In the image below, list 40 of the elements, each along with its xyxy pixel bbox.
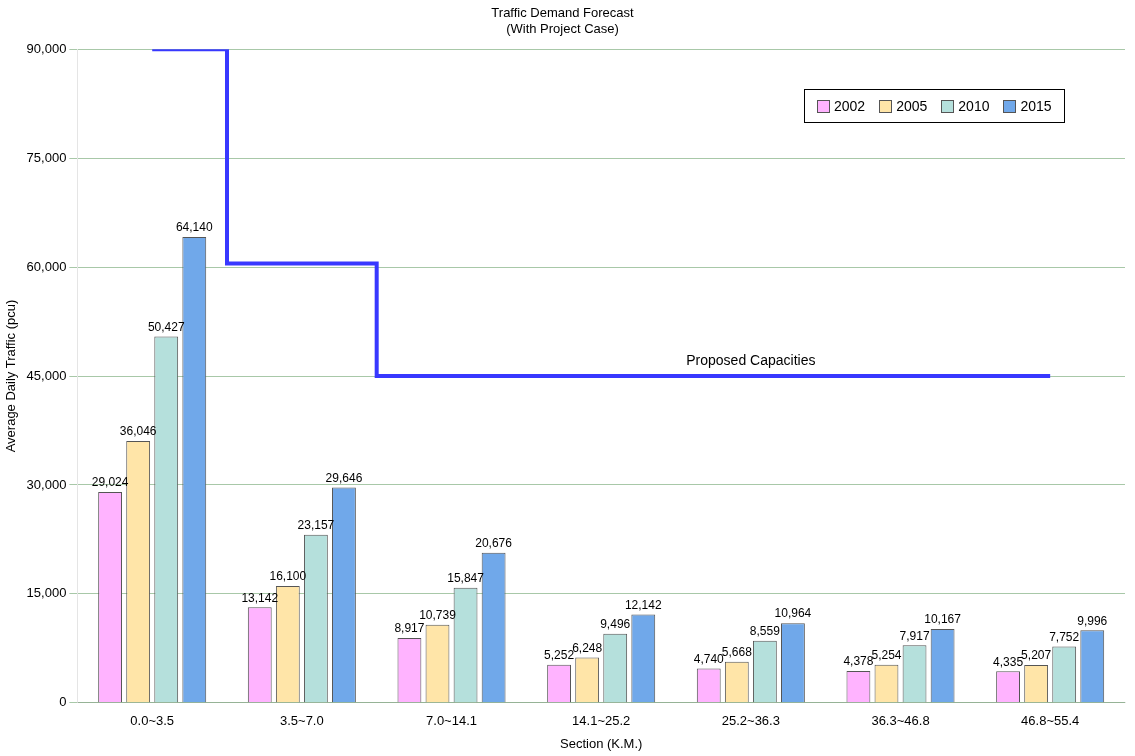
data-label: 6,248 [572, 640, 603, 655]
y-tick-label: 30,000 [26, 476, 67, 492]
chart-title: Traffic Demand Forecast [491, 5, 635, 21]
x-tick-label: 7.0~14.1 [426, 713, 477, 729]
legend-label: 2015 [1020, 98, 1052, 115]
x-tick-label: 3.5~7.0 [279, 713, 324, 729]
x-tick-label: 36.3~46.8 [871, 713, 930, 729]
data-label: 7,752 [1049, 629, 1080, 644]
chart-subtitle: (With Project Case) [506, 20, 619, 36]
data-label: 64,140 [175, 220, 213, 235]
data-label: 8,559 [749, 623, 781, 638]
y-tick-label: 45,000 [26, 367, 67, 383]
data-label: 36,046 [119, 424, 157, 439]
y-tick-label: 90,000 [26, 40, 67, 56]
legend-label: 2010 [958, 98, 990, 115]
data-label: 29,024 [91, 475, 129, 490]
x-tick-label: 25.2~36.3 [721, 713, 780, 729]
data-label: 50,427 [147, 319, 185, 334]
data-label: 7,917 [899, 628, 930, 643]
data-label: 8,917 [394, 621, 425, 636]
data-label: 10,167 [924, 612, 962, 627]
data-label: 9,996 [1077, 613, 1108, 628]
data-label: 10,964 [774, 606, 812, 621]
x-tick-label: 46.8~55.4 [1021, 713, 1080, 729]
legend-label: 2005 [896, 98, 928, 115]
y-tick-label: 75,000 [26, 149, 67, 165]
y-axis-title: Average Daily Traffic (pcu) [3, 299, 19, 453]
data-label: 9,496 [600, 617, 631, 632]
x-tick-label: 14.1~25.2 [572, 713, 631, 729]
y-tick-label: 0 [59, 694, 67, 710]
data-label: 10,739 [419, 608, 457, 623]
x-axis-title: Section (K.M.) [560, 735, 643, 751]
data-label: 20,676 [475, 535, 513, 550]
y-tick-label: 60,000 [26, 258, 67, 274]
y-tick-label: 15,000 [26, 585, 67, 601]
data-label: 29,646 [325, 470, 363, 485]
data-label: 12,142 [624, 597, 662, 612]
series-label: Proposed Capacities [686, 351, 816, 368]
legend-label: 2002 [834, 98, 866, 115]
x-tick-label: 0.0~3.5 [130, 713, 175, 729]
